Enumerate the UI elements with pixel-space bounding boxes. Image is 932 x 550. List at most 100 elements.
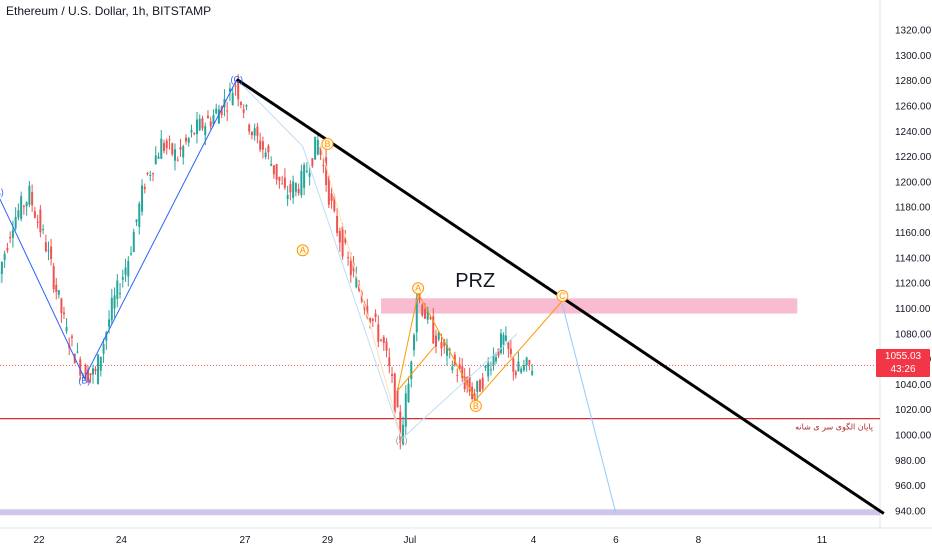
candle-body: [163, 143, 166, 152]
orange-wave-line: [397, 291, 563, 401]
y-tick-label: 1280.00: [895, 76, 932, 87]
candle-body: [303, 164, 306, 188]
candle-body: [11, 230, 14, 238]
candle-body: [517, 361, 520, 372]
wave-label: A: [415, 283, 421, 293]
candle-body: [336, 215, 339, 233]
candle-body: [124, 267, 127, 275]
candle-body: [347, 257, 350, 259]
candle-body: [231, 92, 234, 106]
candle-body: [520, 368, 523, 373]
candle-body: [31, 192, 34, 206]
candle-body: [94, 368, 97, 372]
support-line-label: پایان الگوی سر ی شانه: [795, 422, 873, 432]
candle-body: [36, 221, 39, 223]
candle-body: [204, 126, 207, 136]
x-tick-label: 27: [239, 535, 251, 546]
candle-body: [286, 195, 289, 200]
x-tick-label: 29: [322, 535, 334, 546]
candle-body: [209, 121, 212, 127]
candle-body: [42, 229, 45, 231]
candle-body: [76, 351, 79, 353]
bottom-band: [0, 509, 880, 516]
candle-body: [65, 327, 68, 332]
candle-body: [402, 424, 405, 445]
candle-body: [360, 292, 363, 302]
wave-label: (B): [78, 376, 90, 386]
candle-body: [33, 211, 36, 218]
candle-body: [311, 158, 314, 167]
last-price-tag: 1055.03 43:26: [876, 349, 930, 377]
candle-body: [138, 203, 141, 228]
candle-body: [187, 138, 190, 143]
x-tick-label: 24: [116, 535, 128, 546]
candle-body: [237, 80, 240, 100]
candle-body: [369, 318, 372, 323]
candle-body: [366, 305, 369, 318]
candle-body: [399, 411, 402, 441]
candle-body: [143, 187, 146, 190]
candle-body: [445, 345, 448, 356]
candle-body: [149, 174, 152, 176]
candle-body: [380, 339, 383, 341]
candle-body: [484, 365, 487, 368]
chart-title: Ethereum / U.S. Dollar, 1h, BITSTAMP: [6, 4, 212, 18]
candle-body: [198, 118, 201, 131]
x-tick-label: 22: [33, 535, 45, 546]
candle-body: [404, 393, 407, 427]
candle-body: [99, 356, 102, 371]
candle-body: [239, 102, 242, 105]
candle-body: [62, 312, 65, 315]
candle-body: [377, 324, 380, 342]
candle-body: [70, 336, 73, 339]
candle-body: [421, 304, 424, 316]
candle-body: [55, 284, 58, 292]
candle-body: [355, 276, 358, 288]
candle-body: [514, 371, 517, 376]
candle-body: [424, 309, 427, 319]
last-price-value: 1055.03: [884, 351, 922, 362]
candle-body: [234, 85, 237, 87]
candle-body: [168, 139, 171, 141]
candle-body: [385, 341, 388, 351]
y-tick-label: 1200.00: [895, 177, 932, 188]
wave-label: B: [473, 401, 479, 411]
candle-body: [179, 147, 182, 150]
candle-body: [358, 283, 361, 291]
candle-body: [388, 357, 391, 367]
candle-body: [393, 373, 396, 413]
prz-label: PRZ: [455, 270, 495, 292]
wave-marker: [296, 244, 309, 257]
candle-body: [522, 365, 525, 371]
candle-body: [113, 295, 116, 309]
candle-body: [341, 226, 344, 257]
candle-body: [415, 297, 418, 333]
candle-body: [275, 164, 278, 180]
candle-body: [281, 183, 284, 185]
candle-body: [396, 390, 399, 408]
candle-body: [190, 129, 193, 133]
wave-marker: [321, 137, 334, 150]
candle-body: [499, 333, 502, 353]
x-tick-label: 8: [696, 535, 702, 546]
candle-body: [248, 124, 251, 132]
x-tick-label: 4: [531, 535, 537, 546]
candle-body: [487, 362, 490, 377]
y-tick-label: 1300.00: [895, 51, 932, 62]
candle-body: [489, 369, 492, 371]
x-tick-label: 6: [613, 535, 619, 546]
candle-body: [426, 310, 429, 320]
candle-body: [79, 359, 82, 376]
y-tick-label: 1160.00: [895, 228, 931, 239]
candle-body: [50, 246, 53, 260]
candle-body: [456, 374, 459, 376]
candle-body: [47, 250, 50, 252]
candle-body: [20, 196, 23, 219]
wave-marker: [412, 282, 425, 295]
candle-body: [217, 109, 220, 124]
candle-body: [127, 260, 130, 277]
candle-body: [242, 109, 245, 113]
candle-body: [432, 316, 435, 344]
candle-body: [9, 237, 12, 239]
